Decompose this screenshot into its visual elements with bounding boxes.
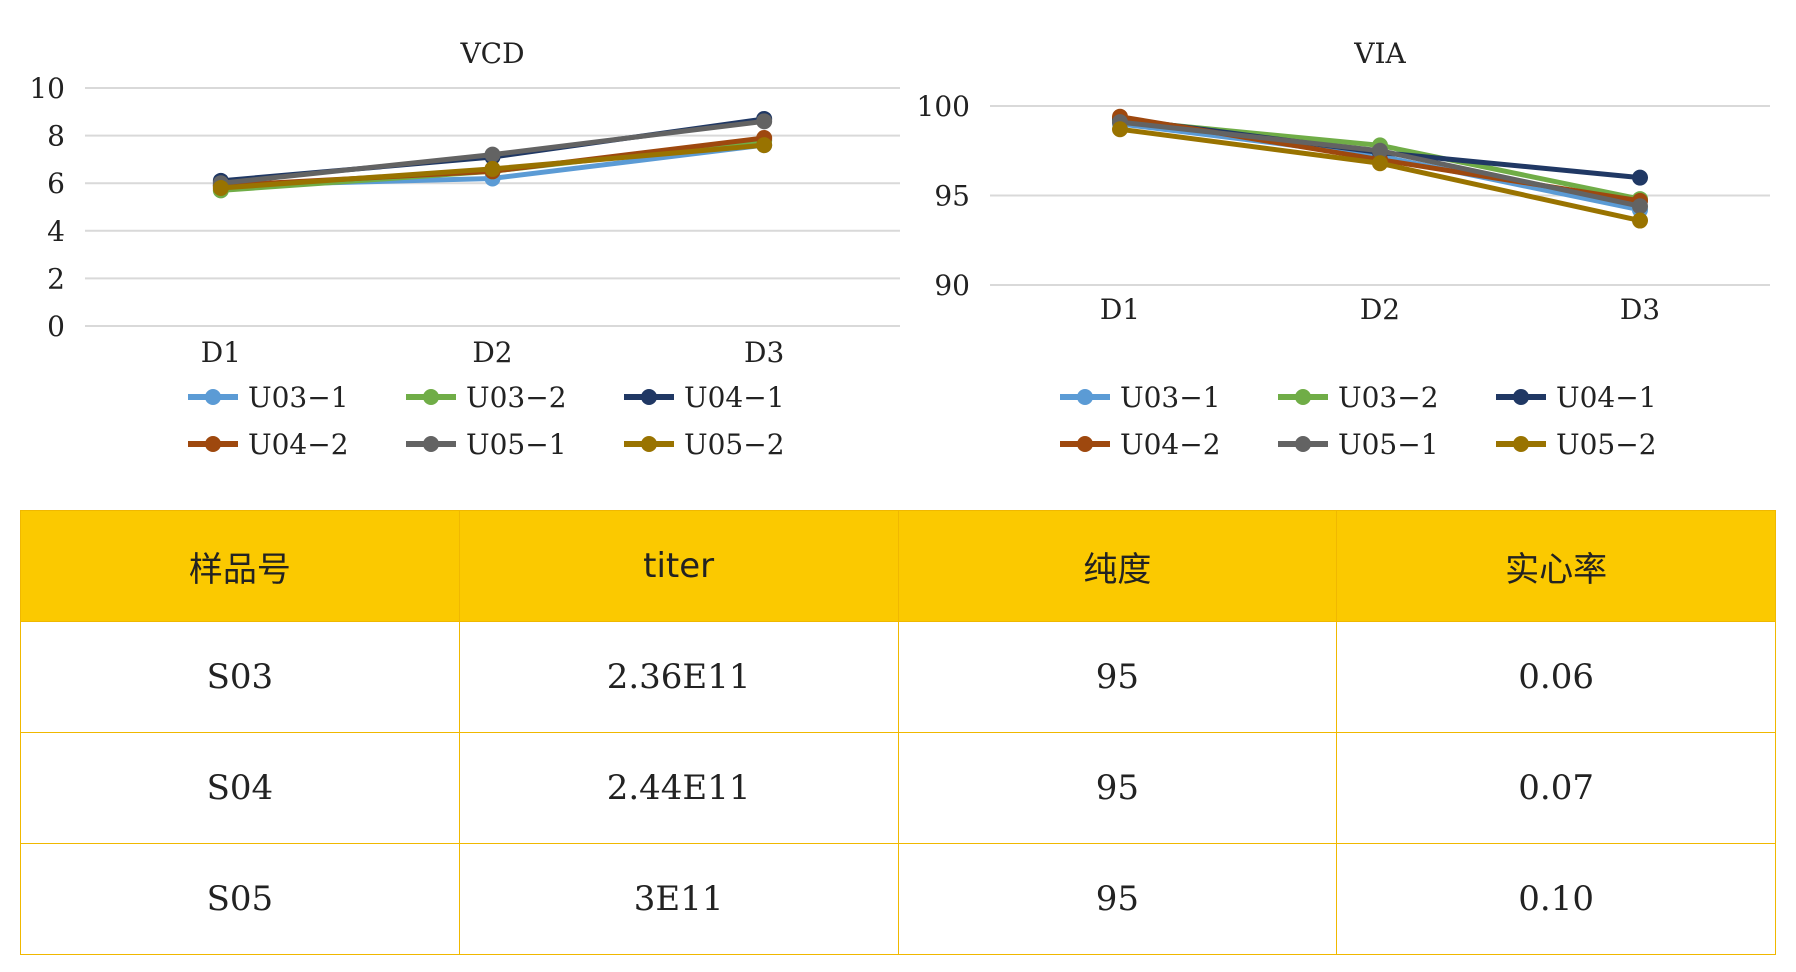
via-chart: VIA 90 95 100 D1 D2 D3 U03−1 U03−2 U04−1 U04−2 U05−…: [890, 0, 1796, 470]
cell-purity: 95: [897, 732, 1338, 844]
legend-label: U03−1: [1120, 381, 1221, 414]
legend-swatch-marker: [423, 436, 439, 452]
y-tick-label: 8: [47, 120, 65, 153]
legend-swatch-marker: [1077, 436, 1093, 452]
cell-purity: 95: [897, 621, 1338, 733]
x-tick-label: D3: [1620, 293, 1660, 326]
y-tick-label: 100: [917, 90, 970, 123]
y-tick-label: 6: [47, 167, 65, 200]
cell-purity: 95: [897, 843, 1338, 955]
legend-label: U03−2: [1338, 381, 1439, 414]
data-point: [1112, 121, 1128, 138]
y-tick-label: 10: [29, 72, 65, 105]
cell-titer: 2.36E11: [458, 621, 899, 733]
x-tick-label: D2: [472, 336, 512, 369]
legend-swatch-marker: [641, 389, 657, 405]
legend-label: U04−2: [1120, 428, 1221, 461]
cell-titer: 2.44E11: [458, 732, 899, 844]
y-tick-label: 90: [934, 269, 970, 302]
legend-swatch-marker: [205, 436, 221, 452]
legend-label: U03−1: [248, 381, 349, 414]
data-point: [484, 160, 501, 177]
data-point: [1632, 169, 1648, 186]
data-point: [212, 179, 229, 196]
cell-sample-id: S05: [20, 843, 460, 955]
vcd-chart: VCD 0 2 4 6 8 10 D1 D2 D3 U03−1 U03−2 U04−1 U04−2 U05−…: [0, 0, 910, 470]
header-titer: titer: [458, 510, 899, 622]
x-tick-label: D1: [201, 336, 241, 369]
header-full-ratio: 实心率: [1336, 510, 1776, 622]
legend-label: U05−1: [1338, 428, 1439, 461]
chart-title: VCD: [459, 37, 524, 70]
data-point: [1372, 142, 1388, 159]
table-row: S04 2.44E11 95 0.07: [20, 732, 1776, 844]
cell-full-ratio: 0.10: [1336, 843, 1776, 955]
table-row: S03 2.36E11 95 0.06: [20, 621, 1776, 733]
legend-label: U04−1: [684, 381, 785, 414]
legend-swatch-marker: [205, 389, 221, 405]
y-tick-label: 95: [934, 180, 970, 213]
legend-swatch-marker: [641, 436, 657, 452]
data-point: [484, 146, 501, 163]
legend-label: U04−2: [248, 428, 349, 461]
chart-title: VIA: [1353, 37, 1406, 70]
cell-full-ratio: 0.06: [1336, 621, 1776, 733]
y-tick-label: 4: [47, 215, 65, 248]
legend-label: U05−2: [1556, 428, 1657, 461]
data-point: [1372, 155, 1388, 172]
y-tick-label: 0: [47, 310, 65, 343]
legend-label: U05−1: [466, 428, 567, 461]
x-tick-label: D2: [1360, 293, 1400, 326]
via-chart-svg: VIA 90 95 100 D1 D2 D3 U03−1 U03−2 U04−1 U04−2 U05−…: [917, 37, 1770, 461]
vcd-chart-svg: VCD 0 2 4 6 8 10 D1 D2 D3 U03−1 U03−2 U04−1 U04−2 U05−…: [29, 37, 900, 461]
table-row: S05 3E11 95 0.10: [20, 843, 1776, 955]
data-point: [756, 113, 773, 130]
legend-swatch-marker: [423, 389, 439, 405]
results-table: 样品号 titer 纯度 实心率 S03 2.36E11 95 0.06 S04…: [20, 510, 1776, 955]
data-point: [1632, 212, 1648, 229]
legend-swatch-marker: [1295, 436, 1311, 452]
data-point: [756, 137, 773, 154]
legend-label: U04−1: [1556, 381, 1657, 414]
legend-label: U05−2: [684, 428, 785, 461]
header-sample-id: 样品号: [20, 510, 460, 622]
cell-full-ratio: 0.07: [1336, 732, 1776, 844]
y-tick-label: 2: [47, 262, 65, 295]
cell-titer: 3E11: [458, 843, 899, 955]
legend-swatch-marker: [1295, 389, 1311, 405]
table-header-row: 样品号 titer 纯度 实心率: [20, 510, 1776, 622]
header-purity: 纯度: [897, 510, 1338, 622]
legend-label: U03−2: [466, 381, 567, 414]
legend-swatch-marker: [1513, 436, 1529, 452]
cell-sample-id: S03: [20, 621, 460, 733]
legend-swatch-marker: [1077, 389, 1093, 405]
data-point: [1632, 198, 1648, 215]
cell-sample-id: S04: [20, 732, 460, 844]
sample-table: 样品号 titer 纯度 实心率 S03 2.36E11 95 0.06 S04…: [20, 510, 1776, 955]
legend-swatch-marker: [1513, 389, 1529, 405]
x-tick-label: D3: [744, 336, 784, 369]
x-tick-label: D1: [1100, 293, 1140, 326]
